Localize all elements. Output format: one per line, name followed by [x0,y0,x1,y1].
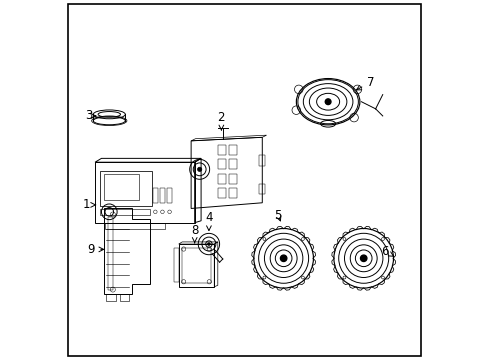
Bar [218,174,225,184]
Bar [218,188,225,198]
Bar [100,210,150,215]
Text: 4: 4 [205,211,212,230]
Bar [104,174,139,200]
Text: 5: 5 [274,209,282,222]
Text: 8: 8 [191,224,198,243]
Bar [153,188,158,203]
Bar [228,159,236,169]
Bar [228,188,236,198]
Circle shape [360,255,366,261]
Text: 1: 1 [82,198,96,211]
Bar [218,159,225,169]
Bar [100,171,152,206]
Circle shape [197,167,202,171]
Bar [108,217,113,289]
Bar [167,188,172,203]
Circle shape [325,99,330,104]
Bar [228,174,236,184]
Bar [174,248,178,283]
Bar [218,145,225,155]
Text: 9: 9 [87,243,103,256]
Bar [258,155,264,166]
Circle shape [207,243,209,245]
Bar [105,223,164,229]
Text: 2: 2 [217,111,224,130]
Bar [160,188,164,203]
Bar [182,248,210,283]
Bar [258,184,264,194]
Circle shape [280,255,286,261]
Text: 7: 7 [356,76,374,90]
Text: 6: 6 [381,245,393,258]
Bar [95,162,194,223]
Bar [228,145,236,155]
Bar [178,244,214,287]
Text: 3: 3 [85,109,96,122]
